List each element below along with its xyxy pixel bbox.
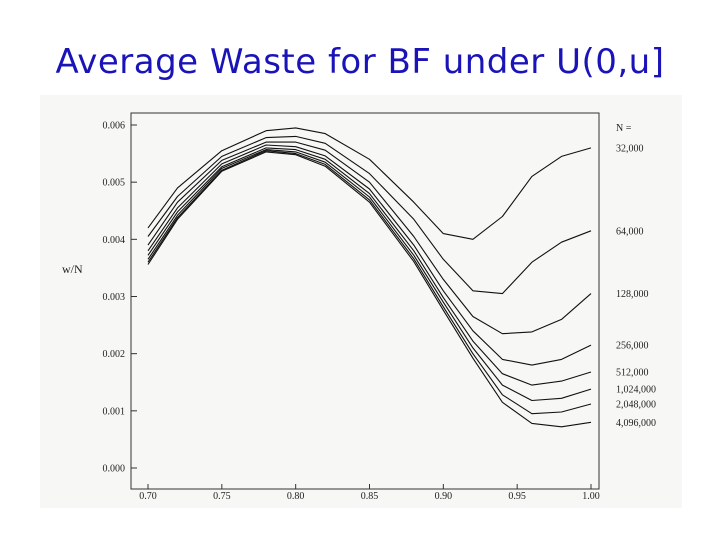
legend-header: N = (616, 123, 632, 134)
x-tick-label: 0.70 (139, 491, 157, 502)
y-axis: 0.000 0.001 0.002 0.003 0.004 0.005 0.006 (103, 121, 137, 475)
x-tick-label: 1.00 (582, 491, 600, 502)
x-axis: 0.70 0.75 0.80 0.85 0.90 0.95 1.00 (139, 484, 600, 502)
series-line (147, 144, 592, 366)
y-tick-label: 0.003 (103, 292, 126, 303)
series-line (147, 151, 592, 428)
x-tick-label: 0.75 (213, 491, 231, 502)
legend-label: 4,096,000 (616, 418, 656, 429)
chart-panel: 0.000 0.001 0.002 0.003 0.004 0.005 0.006 0.70… (40, 95, 682, 508)
x-tick-label: 0.95 (508, 491, 525, 502)
series-line (147, 141, 592, 335)
y-tick-label: 0.005 (103, 178, 126, 189)
slide-title: Average Waste for BF under U(0,u] (55, 42, 665, 82)
y-tick-label: 0.001 (103, 406, 126, 417)
series-line (147, 135, 592, 295)
x-tick-label: 0.80 (287, 491, 305, 502)
legend-label: 64,000 (616, 226, 644, 237)
x-tick-label: 0.85 (361, 491, 379, 502)
series-lines (147, 127, 592, 428)
legend: N = 32,000 64,000 128,000 256,000 512,000 1,0… (616, 123, 656, 429)
legend-label: 512,000 (616, 367, 649, 378)
legend-label: 32,000 (616, 143, 644, 154)
y-tick-label: 0.006 (103, 121, 126, 132)
x-tick-label: 0.90 (435, 491, 453, 502)
y-tick-label: 0.002 (103, 349, 126, 360)
legend-label: 1,024,000 (616, 385, 656, 396)
y-axis-title: w/N (62, 262, 83, 276)
legend-label: 128,000 (616, 289, 649, 300)
series-line (147, 149, 592, 402)
y-tick-label: 0.004 (103, 235, 126, 246)
series-line (147, 150, 592, 415)
plot-frame (130, 112, 600, 490)
legend-label: 256,000 (616, 341, 649, 352)
legend-label: 2,048,000 (616, 399, 656, 410)
line-chart: 0.000 0.001 0.002 0.003 0.004 0.005 0.006 0.70… (62, 112, 656, 502)
series-line (147, 147, 592, 386)
series-line (147, 127, 592, 240)
y-tick-label: 0.000 (103, 464, 126, 475)
